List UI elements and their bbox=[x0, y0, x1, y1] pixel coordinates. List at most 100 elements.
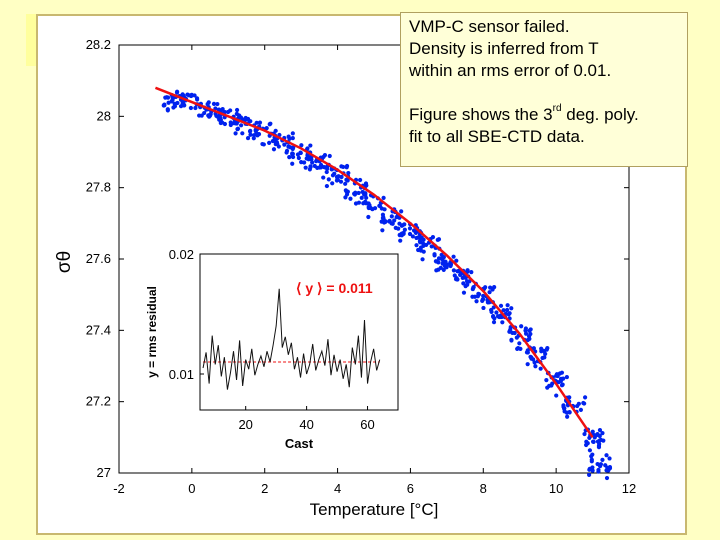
scatter-point bbox=[271, 147, 277, 152]
inset-plot-series bbox=[202, 288, 381, 390]
scatter-point bbox=[491, 314, 496, 319]
scatter-point bbox=[267, 140, 272, 145]
scatter-point bbox=[545, 346, 550, 351]
scatter-point bbox=[564, 410, 569, 415]
scatter-point bbox=[421, 237, 426, 242]
scatter-point bbox=[363, 199, 368, 204]
note-line-5: fit to all SBE-CTD data. bbox=[409, 127, 585, 146]
scatter-point bbox=[448, 260, 453, 265]
main-x-tick-label: -2 bbox=[113, 481, 125, 496]
scatter-point bbox=[529, 356, 534, 361]
inset-x-axis-label: Cast bbox=[285, 436, 314, 451]
scatter-point bbox=[498, 314, 504, 320]
scatter-point bbox=[587, 472, 592, 478]
scatter-point bbox=[544, 378, 549, 383]
scatter-point bbox=[519, 324, 524, 329]
scatter-point bbox=[202, 110, 207, 116]
scatter-point bbox=[220, 107, 225, 112]
scatter-point bbox=[461, 275, 466, 280]
scatter-point bbox=[518, 346, 523, 351]
scatter-point bbox=[165, 108, 170, 113]
scatter-point bbox=[321, 175, 326, 180]
scatter-point bbox=[353, 201, 359, 206]
scatter-point bbox=[418, 245, 424, 250]
scatter-point bbox=[356, 190, 361, 196]
scatter-point bbox=[166, 100, 171, 105]
scatter-point bbox=[505, 307, 510, 313]
scatter-point bbox=[380, 215, 385, 221]
note-line-3: within an rms error of 0.01. bbox=[409, 61, 612, 80]
scatter-point bbox=[233, 131, 238, 136]
scatter-point bbox=[343, 188, 348, 193]
scatter-point bbox=[315, 165, 320, 170]
scatter-point bbox=[441, 267, 446, 272]
scatter-point bbox=[474, 299, 479, 304]
note-box: VMP-C sensor failed. Density is inferred… bbox=[400, 12, 688, 167]
scatter-point bbox=[257, 120, 263, 125]
scatter-point bbox=[584, 442, 589, 448]
scatter-point bbox=[467, 279, 472, 284]
scatter-point bbox=[264, 126, 269, 131]
scatter-point bbox=[514, 335, 519, 340]
scatter-point bbox=[527, 328, 532, 333]
scatter-point bbox=[407, 231, 413, 237]
scatter-point bbox=[494, 310, 499, 315]
scatter-point bbox=[290, 131, 295, 136]
scatter-point bbox=[509, 338, 514, 343]
scatter-point bbox=[290, 136, 295, 141]
scatter-point bbox=[273, 128, 278, 133]
scatter-point bbox=[470, 294, 475, 299]
scatter-point bbox=[480, 297, 485, 302]
main-x-tick-label: 4 bbox=[334, 481, 341, 496]
scatter-point bbox=[372, 206, 378, 211]
main-y-tick-label: 27.2 bbox=[86, 394, 111, 409]
inset-x-tick-label: 60 bbox=[360, 417, 374, 432]
scatter-point bbox=[180, 92, 185, 97]
scatter-point bbox=[589, 454, 594, 459]
scatter-point bbox=[164, 95, 169, 100]
scatter-point bbox=[550, 381, 555, 386]
scatter-point bbox=[251, 136, 256, 141]
scatter-point bbox=[533, 364, 538, 369]
scatter-point bbox=[389, 214, 394, 219]
inset-x-tick-label: 20 bbox=[238, 417, 252, 432]
note-line-4-pre: Figure shows the 3 bbox=[409, 105, 553, 124]
scatter-point bbox=[193, 105, 198, 111]
scatter-point bbox=[211, 101, 217, 106]
scatter-point bbox=[339, 174, 344, 180]
scatter-point bbox=[248, 128, 253, 133]
main-x-axis-label: Temperature [°C] bbox=[310, 500, 439, 519]
scatter-point bbox=[607, 466, 613, 471]
scatter-point bbox=[303, 165, 308, 170]
scatter-point bbox=[598, 437, 604, 442]
scatter-point bbox=[436, 260, 441, 265]
scatter-point bbox=[508, 327, 513, 332]
scatter-point bbox=[298, 150, 303, 155]
scatter-point bbox=[595, 461, 600, 467]
main-plot-series bbox=[154, 86, 613, 481]
scatter-point bbox=[282, 142, 287, 147]
scatter-point bbox=[523, 331, 529, 336]
scatter-point bbox=[424, 242, 429, 247]
scatter-point bbox=[344, 165, 349, 170]
scatter-point bbox=[564, 374, 569, 380]
main-y-tick-label: 27.6 bbox=[86, 251, 111, 266]
scatter-point bbox=[559, 377, 564, 382]
scatter-point bbox=[590, 439, 596, 444]
scatter-point bbox=[587, 448, 593, 453]
scatter-point bbox=[584, 439, 589, 444]
scatter-point bbox=[414, 243, 419, 248]
main-y-tick-label: 28.2 bbox=[86, 37, 111, 52]
scatter-point bbox=[335, 177, 340, 182]
scatter-point bbox=[598, 462, 604, 467]
scatter-point bbox=[380, 212, 386, 217]
scatter-point bbox=[418, 240, 423, 245]
scatter-point bbox=[443, 259, 448, 264]
scatter-point bbox=[185, 92, 190, 97]
scatter-point bbox=[441, 255, 446, 260]
scatter-point bbox=[407, 226, 413, 231]
scatter-point bbox=[348, 196, 353, 201]
scatter-point bbox=[540, 348, 545, 353]
note-line-2: Density is inferred from T bbox=[409, 39, 599, 58]
scatter-point bbox=[308, 143, 313, 148]
